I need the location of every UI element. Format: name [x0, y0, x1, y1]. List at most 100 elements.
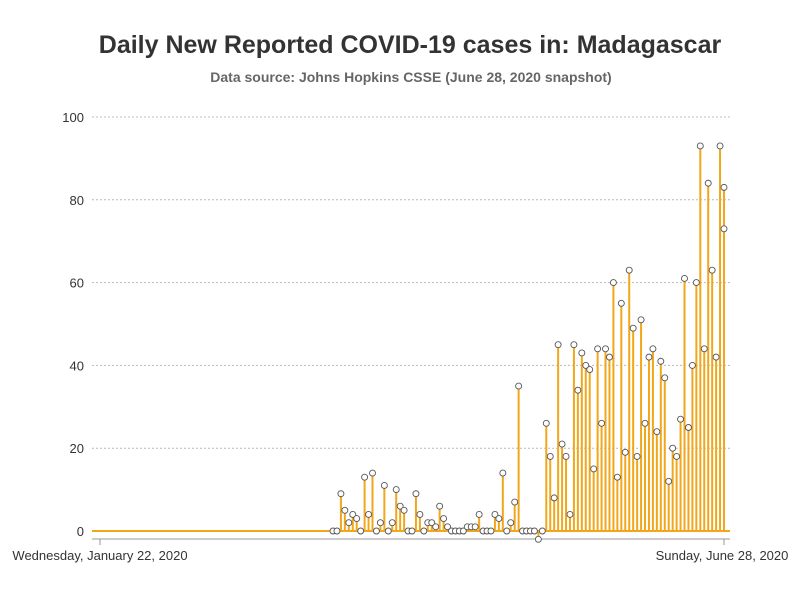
data-point [376, 519, 384, 527]
data-point [696, 142, 704, 150]
data-point [562, 453, 570, 460]
data-point [617, 299, 625, 307]
data-point [345, 519, 353, 527]
data-point [388, 519, 396, 527]
data-point [582, 361, 590, 369]
data-point [365, 510, 373, 518]
data-point [416, 510, 424, 518]
gridlines [92, 116, 730, 449]
y-tick-label: 40 [70, 358, 84, 373]
data-series [92, 142, 730, 543]
data-point [661, 374, 669, 382]
data-point [712, 353, 720, 361]
data-point [333, 527, 341, 535]
data-point [653, 428, 661, 436]
data-point [633, 453, 641, 460]
data-point [475, 510, 483, 518]
data-point [530, 527, 538, 535]
data-point [534, 535, 542, 543]
data-point [681, 275, 688, 282]
data-point [392, 486, 400, 494]
data-point [412, 490, 420, 498]
data-point [349, 510, 357, 518]
data-point [673, 453, 681, 460]
data-point [432, 523, 440, 531]
data-point [428, 519, 436, 527]
y-tick-label: 0 [77, 524, 84, 539]
data-point [499, 469, 507, 477]
data-point [609, 279, 617, 287]
data-point [436, 502, 444, 510]
data-point [353, 515, 361, 523]
data-point [491, 510, 499, 518]
data-point [665, 477, 673, 485]
data-point [538, 527, 546, 535]
data-point [408, 527, 416, 535]
data-point [566, 510, 574, 518]
data-point [369, 469, 376, 477]
data-point [515, 382, 523, 390]
y-tick-label: 60 [70, 276, 84, 291]
data-point [444, 523, 451, 531]
data-point [606, 353, 613, 361]
data-point [578, 349, 586, 357]
data-point [621, 448, 629, 456]
x-tick-label-start: Wednesday, January 22, 2020 [12, 548, 187, 563]
data-point [669, 444, 677, 452]
y-axis-ticks: 0 20 40 60 80 100 [62, 110, 84, 539]
data-point [546, 453, 554, 460]
data-point [396, 502, 404, 510]
data-point [341, 506, 349, 514]
data-point [708, 266, 716, 274]
y-tick-label: 100 [62, 110, 84, 125]
data-point [558, 440, 566, 448]
data-point [625, 266, 633, 274]
data-point [373, 527, 380, 535]
data-point [590, 465, 598, 473]
data-point [542, 419, 550, 427]
data-point [688, 361, 696, 369]
chart-title: Daily New Reported COVID-19 cases in: Ma… [99, 31, 722, 59]
data-point [471, 523, 479, 531]
data-point [637, 316, 645, 324]
data-point [700, 345, 708, 353]
data-point [716, 142, 724, 150]
data-point [657, 357, 665, 365]
data-point [692, 279, 700, 287]
data-point [495, 515, 503, 523]
data-point [361, 473, 369, 481]
data-point [598, 419, 606, 427]
data-point [380, 482, 388, 489]
data-point [641, 419, 649, 427]
y-tick-label: 80 [70, 193, 84, 208]
data-point [384, 527, 392, 535]
data-point [594, 345, 602, 353]
data-point [570, 341, 578, 349]
data-point [503, 527, 511, 535]
data-point [440, 515, 448, 523]
data-point [629, 324, 637, 332]
data-point [720, 183, 728, 191]
data-point [507, 519, 515, 527]
y-tick-label: 20 [70, 441, 84, 456]
data-point [613, 473, 621, 481]
data-point [357, 527, 365, 535]
data-point [550, 494, 558, 502]
data-point [720, 225, 728, 233]
data-point [487, 527, 495, 535]
chart-subtitle: Data source: Johns Hopkins CSSE (June 28… [210, 69, 611, 85]
data-point [337, 490, 345, 498]
data-point [649, 345, 657, 353]
data-point [574, 386, 582, 394]
data-point [677, 415, 685, 423]
data-point [420, 527, 428, 535]
data-point [704, 179, 712, 187]
data-point [459, 527, 467, 535]
data-point [554, 341, 562, 349]
data-point [685, 424, 692, 431]
data-point [645, 353, 653, 361]
data-point [511, 498, 519, 506]
data-point [602, 345, 609, 353]
x-tick-label-end: Sunday, June 28, 2020 [656, 548, 789, 563]
